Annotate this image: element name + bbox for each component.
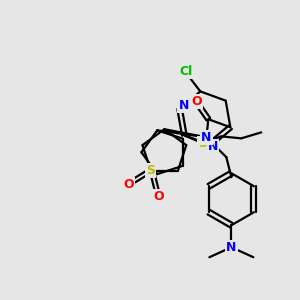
Text: N: N bbox=[226, 241, 237, 254]
Text: Cl: Cl bbox=[180, 65, 193, 78]
Text: N: N bbox=[201, 131, 212, 144]
Text: O: O bbox=[154, 190, 164, 203]
Text: N: N bbox=[208, 140, 218, 153]
Text: O: O bbox=[191, 95, 202, 108]
Text: N: N bbox=[178, 99, 189, 112]
Text: S: S bbox=[146, 164, 155, 177]
Text: O: O bbox=[124, 178, 134, 191]
Text: S: S bbox=[198, 137, 207, 150]
